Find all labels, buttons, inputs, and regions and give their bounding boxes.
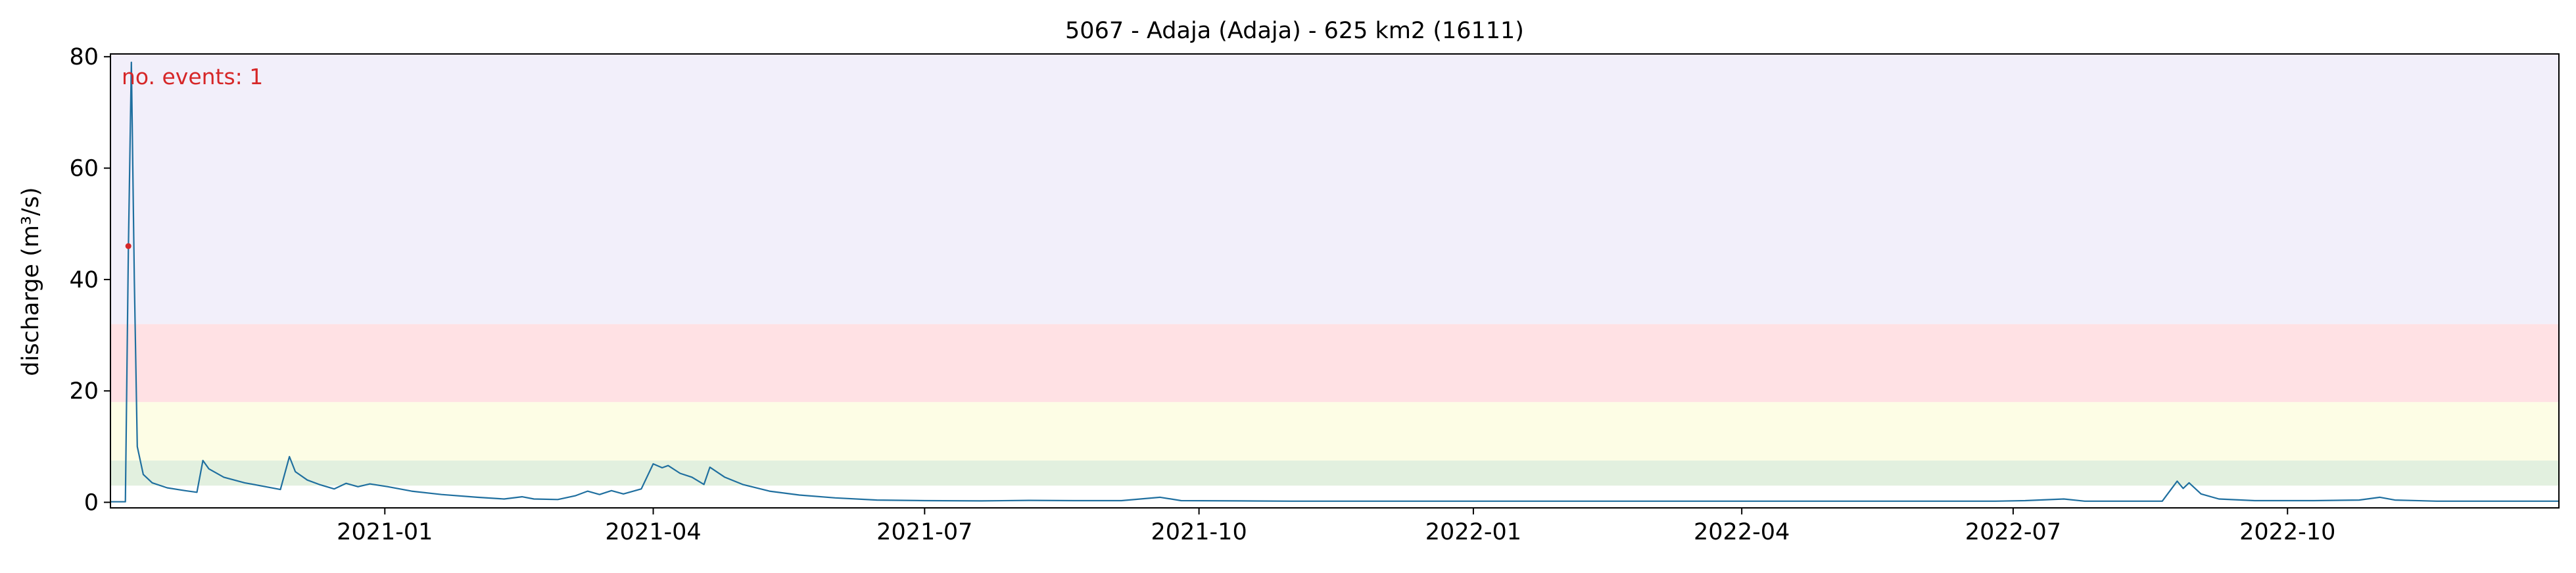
plot-frame bbox=[110, 53, 2560, 509]
y-axis-label: discharge (m³/s) bbox=[18, 187, 44, 376]
x-tick-label-3: 2021-07 bbox=[876, 519, 972, 545]
y-tick-label-5: 80 bbox=[69, 44, 99, 70]
x-tick-label-1: 2021-01 bbox=[337, 519, 433, 545]
event-marker-1 bbox=[125, 243, 131, 249]
x-tick-label-8: 2022-10 bbox=[2239, 519, 2335, 545]
x-tick-label-6: 2022-04 bbox=[1694, 519, 1790, 545]
y-tick-label-3: 40 bbox=[69, 267, 99, 293]
chart-title: 5067 - Adaja (Adaja) - 625 km2 (16111) bbox=[1065, 18, 1524, 44]
y-tick-label-2: 20 bbox=[69, 378, 99, 405]
x-tick-label-7: 2022-07 bbox=[1965, 519, 2061, 545]
y-tick-label-4: 60 bbox=[69, 156, 99, 182]
y-tick-label-1: 0 bbox=[84, 490, 99, 516]
threshold-band-2 bbox=[110, 402, 2559, 461]
event-markers bbox=[125, 243, 131, 249]
events-annotation: no. events: 1 bbox=[122, 64, 263, 89]
threshold-band-4 bbox=[110, 54, 2559, 324]
series-group bbox=[110, 61, 2559, 503]
discharge-line-1 bbox=[110, 61, 2559, 503]
threshold-band-1 bbox=[110, 461, 2559, 486]
threshold-bands bbox=[110, 54, 2559, 486]
x-tick-label-4: 2021-10 bbox=[1151, 519, 1247, 545]
x-tick-label-5: 2022-01 bbox=[1425, 519, 1521, 545]
y-axis: 0 20 40 60 80 bbox=[69, 44, 110, 516]
x-tick-label-2: 2021-04 bbox=[605, 519, 701, 545]
x-axis: 2021-01 2021-04 2021-07 2021-10 2022-01 2022-… bbox=[337, 508, 2335, 545]
threshold-band-3 bbox=[110, 324, 2559, 403]
